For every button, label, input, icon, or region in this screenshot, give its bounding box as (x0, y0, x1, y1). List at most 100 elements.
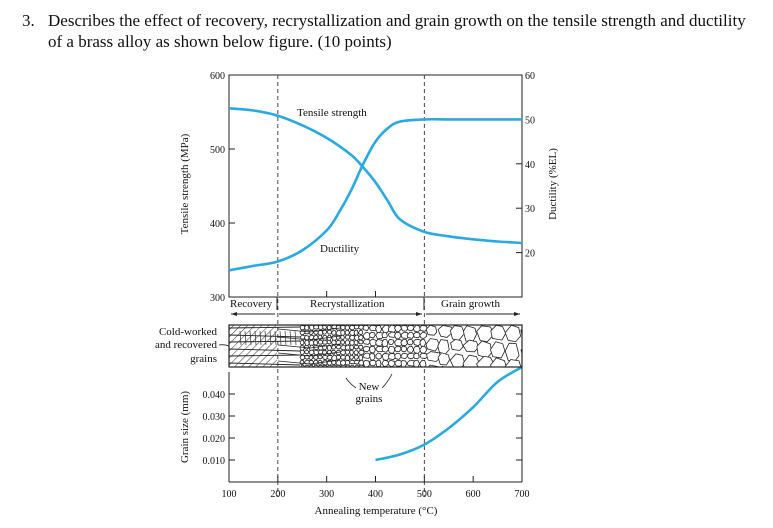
micro-label-pointer (218, 344, 230, 347)
grain-tick-label: 0.040 (203, 390, 226, 401)
sub-grain-line (274, 330, 277, 346)
grain-cell (340, 344, 347, 351)
grain-cell (344, 339, 351, 346)
grain-cell (400, 352, 409, 360)
grain-cell (353, 354, 360, 360)
grain-cell (335, 334, 341, 340)
grain-cell (375, 345, 385, 353)
grain-cell (394, 359, 403, 367)
micro-label-line2: and recovered (155, 339, 217, 351)
x-tick-label: 100 (222, 489, 237, 500)
grain-cell (349, 354, 355, 360)
grain-cell (520, 328, 522, 336)
grain-cell (504, 342, 520, 363)
grain-cell (344, 329, 350, 336)
grain-cell (381, 331, 388, 339)
grain-cell (425, 338, 440, 352)
sub-grain-line (259, 330, 262, 346)
grain-cell (406, 359, 416, 367)
grain-cell (381, 352, 391, 361)
left-tick-label: 400 (210, 219, 225, 230)
new-grains-pointer-left (345, 377, 357, 389)
grain-cell (520, 348, 522, 356)
grain-cell (419, 345, 428, 354)
grain-cell (400, 325, 409, 332)
grain-cell (394, 352, 402, 360)
new-grains-pointer-right (381, 373, 393, 389)
grain-cell (476, 340, 493, 359)
x-axis-ticks: 100 200 300 400 500 600 700 (222, 291, 530, 500)
elongated-grain-edge (277, 359, 341, 365)
grain-cell (369, 352, 376, 361)
sub-grain-line (249, 330, 252, 346)
grain-cell (349, 339, 355, 347)
grain-cell (394, 331, 402, 340)
grain-cell (394, 325, 402, 333)
grain-cell (437, 325, 454, 338)
grain-cell (304, 339, 310, 347)
grain-cell (462, 339, 480, 353)
grain-cell (344, 334, 351, 340)
left-axis-label: Tensile strength (MPa) (179, 133, 191, 234)
grain-cell (344, 349, 351, 355)
grain-cell (322, 354, 329, 360)
right-tick-label: 50 (525, 115, 535, 126)
grain-cell (340, 334, 345, 340)
grain-cell (375, 325, 383, 334)
grain-cell (326, 354, 334, 360)
grain-cell (349, 349, 354, 356)
grain-cell (326, 329, 333, 335)
x-tick-label: 200 (270, 489, 285, 500)
grain-cell (413, 360, 420, 367)
grain-cell (400, 338, 408, 347)
grain-cell (369, 345, 376, 354)
grain-cell (449, 353, 466, 367)
x-tick-label: 700 (515, 489, 530, 500)
microstructure-strip (228, 324, 523, 368)
question-number: 3. (22, 11, 35, 30)
grain-cell (387, 331, 397, 338)
grain-cell (362, 338, 371, 345)
grain-cell (362, 345, 371, 353)
grain-cell (375, 352, 382, 360)
grain-cell (419, 359, 427, 367)
grain-cell (349, 364, 355, 367)
grain-cell (344, 359, 351, 366)
grain-cell (317, 359, 323, 365)
sub-grain-line (239, 330, 242, 346)
grain-cell (353, 344, 360, 350)
grain-cell (322, 339, 328, 345)
sub-grain-line (294, 330, 297, 346)
grain-cell (476, 355, 496, 367)
grain-band (229, 362, 301, 366)
grain-cell (308, 349, 315, 356)
grain-cell (369, 359, 377, 367)
grain-cell (400, 331, 410, 339)
grain-cell (387, 338, 395, 346)
grain-cell (353, 364, 360, 367)
grain-cell (335, 354, 342, 360)
grain-cell (304, 344, 309, 350)
grain-cell (353, 339, 359, 346)
grain-cell (322, 329, 328, 335)
grain-tick-label: 0.030 (203, 412, 226, 423)
grain-cell (462, 325, 477, 343)
grain-cell (326, 339, 332, 345)
grain-cell (406, 345, 415, 353)
grain-cell (299, 325, 306, 331)
grain-cell (419, 331, 428, 339)
new-grains-line2: grains (356, 393, 383, 405)
region-recovery: Recovery (230, 298, 273, 310)
elongated-grain-edge (277, 327, 341, 333)
grain-cell (413, 338, 422, 347)
micro-label-line1: Cold-worked (159, 326, 218, 338)
tensile-strength-annotation: Tensile strength (297, 107, 367, 119)
right-tick-label: 30 (525, 204, 535, 215)
grain-cell (331, 329, 337, 336)
grain-cell (358, 325, 365, 330)
x-axis-label: Annealing temperature (°C) (315, 505, 438, 517)
grain-cell (394, 338, 403, 347)
grain-cell (340, 325, 346, 331)
grain-band (229, 326, 301, 329)
cold-worked-hatch (229, 325, 277, 367)
